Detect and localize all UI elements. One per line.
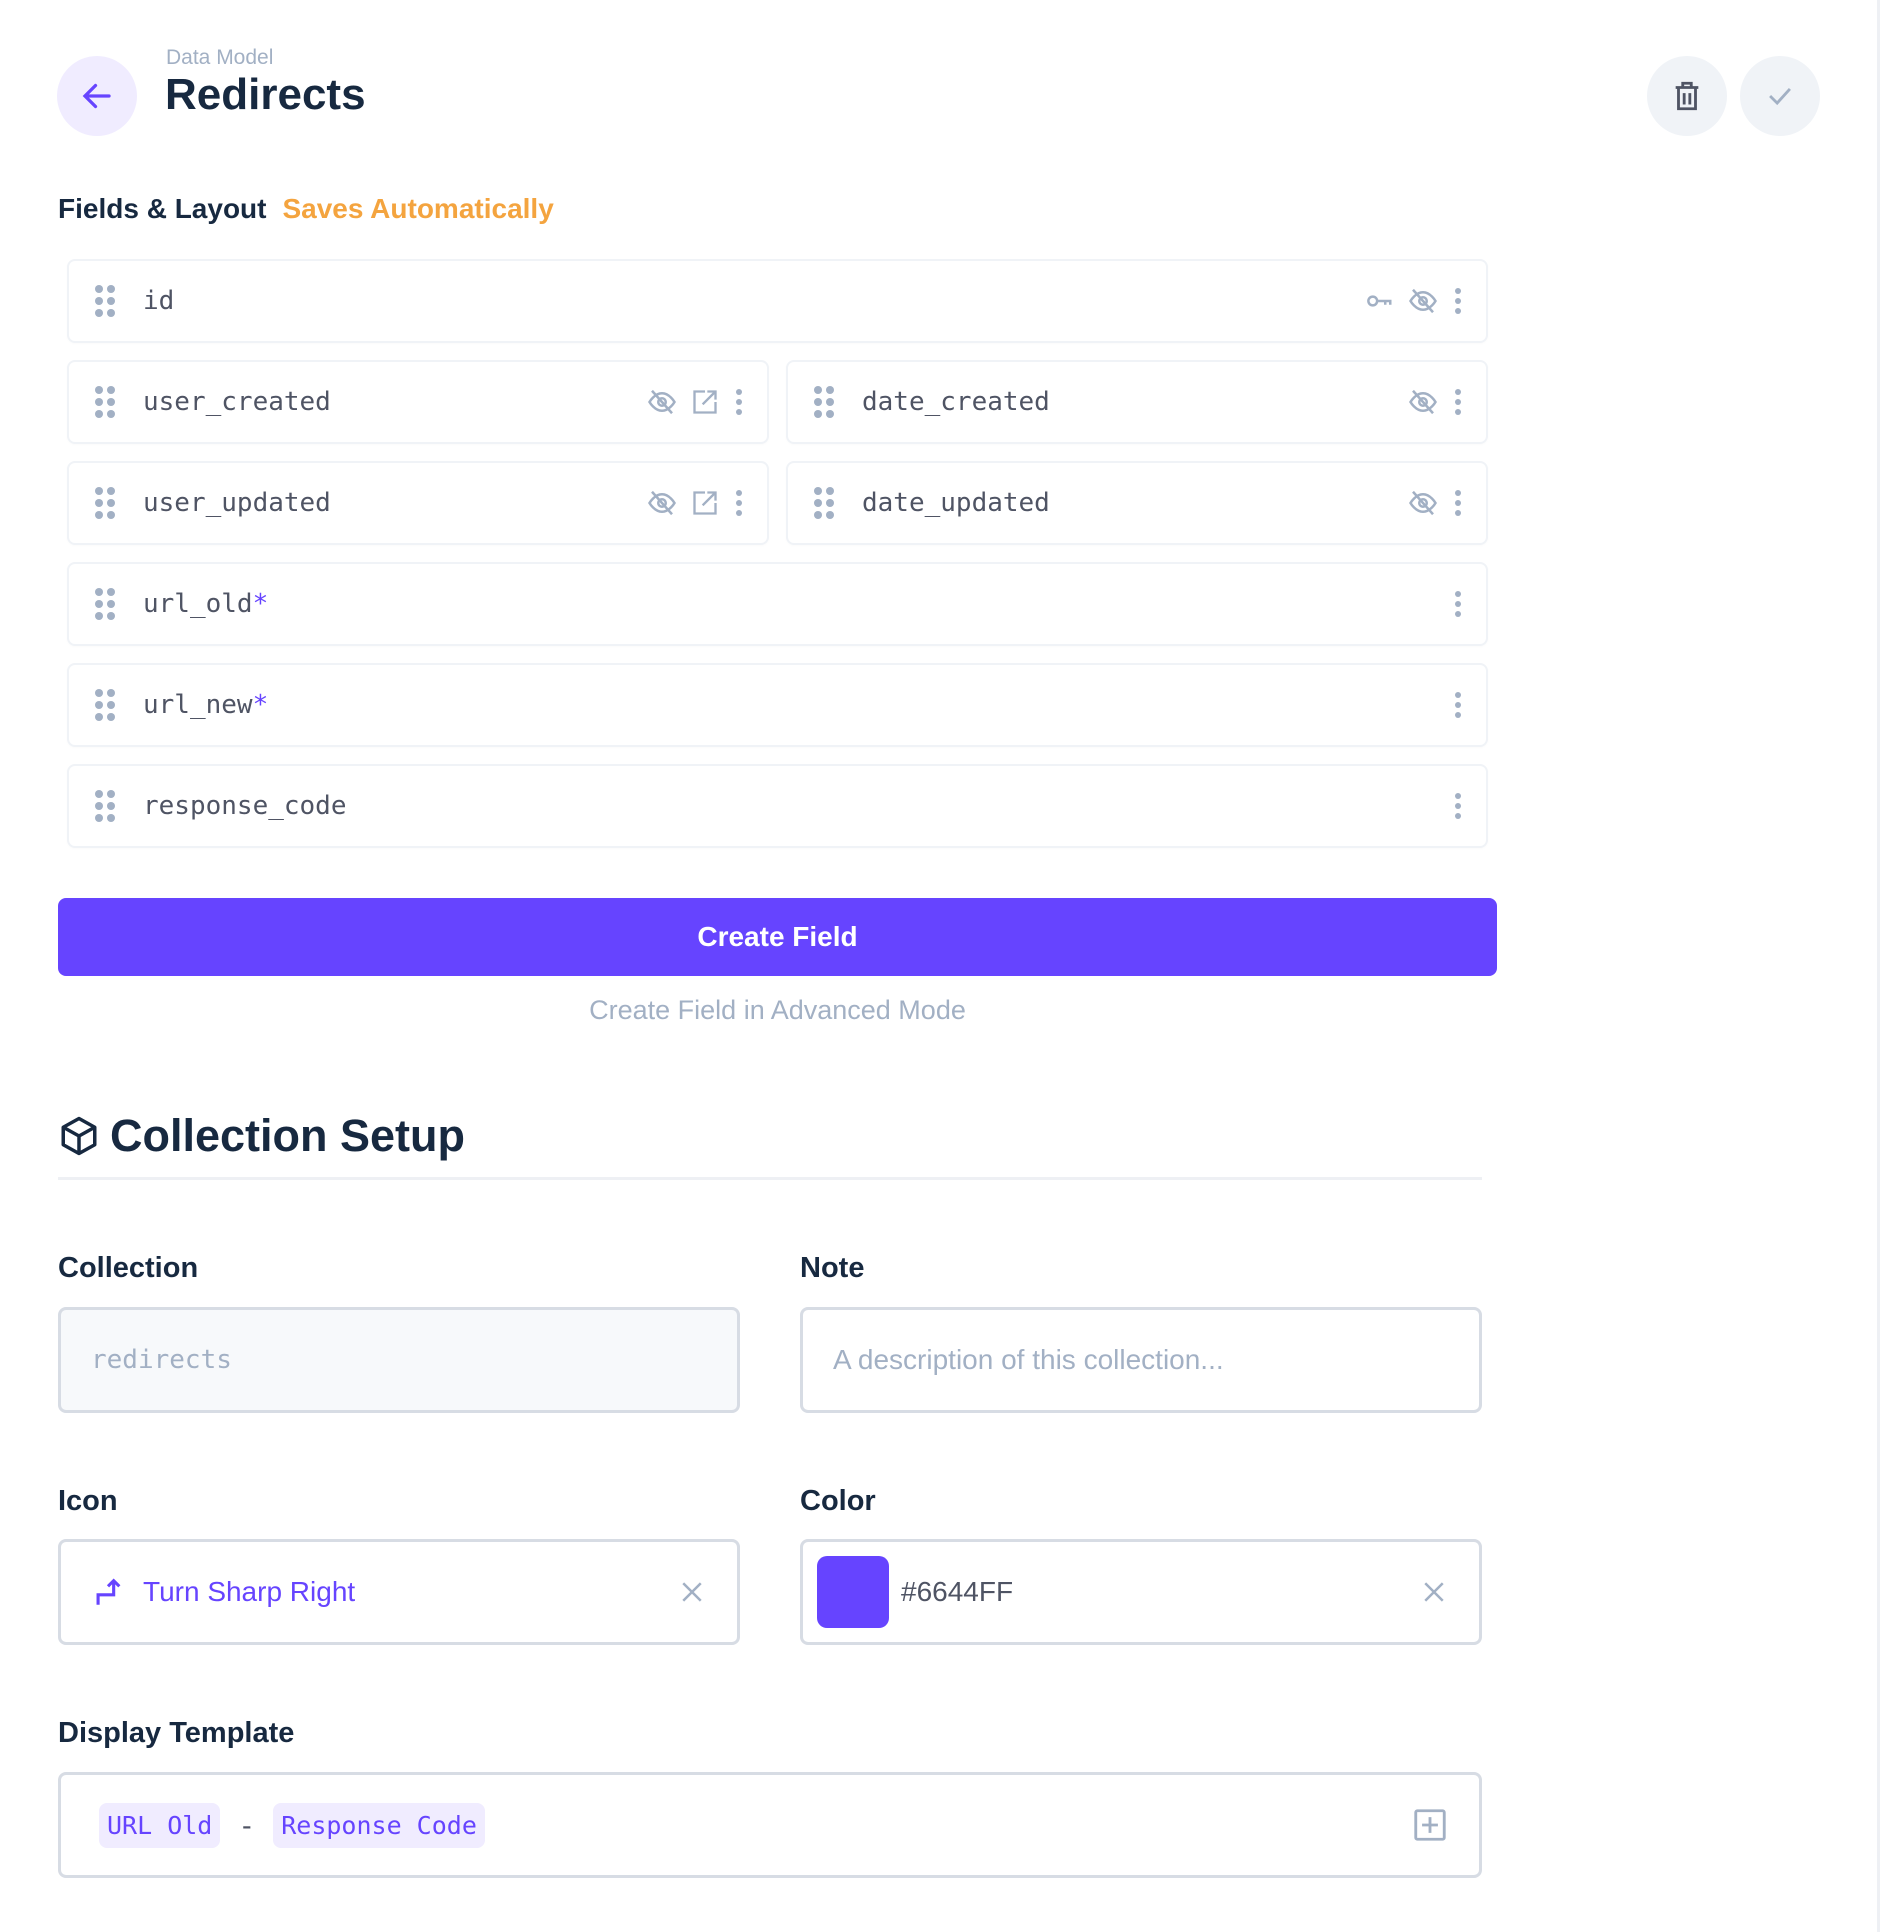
icon-label: Icon <box>58 1485 118 1517</box>
divider <box>58 1177 1482 1180</box>
eye-off-icon[interactable] <box>1408 488 1438 518</box>
breadcrumb[interactable]: Data Model <box>166 46 274 69</box>
more-vertical-icon[interactable] <box>733 387 745 417</box>
eye-off-icon[interactable] <box>1408 387 1438 417</box>
page-title: Redirects <box>165 70 366 119</box>
trash-icon <box>1675 81 1699 111</box>
section-title: Fields & Layout <box>58 193 267 224</box>
more-vertical-icon[interactable] <box>1452 387 1464 417</box>
scrollbar-edge <box>1877 0 1880 1932</box>
field-row-url_old[interactable]: url_old* <box>67 562 1488 646</box>
field-row-date_updated[interactable]: date_updated <box>786 461 1488 545</box>
field-name: date_created <box>862 387 1050 417</box>
fields-section-header: Fields & Layout Saves Automatically <box>58 193 554 225</box>
field-row-user_updated[interactable]: user_updated <box>67 461 769 545</box>
turn-sharp-right-icon <box>96 1578 121 1605</box>
template-chip[interactable]: Response Code <box>273 1802 485 1848</box>
cube-icon <box>61 1116 97 1156</box>
more-vertical-icon[interactable] <box>1452 690 1464 720</box>
drag-handle-icon[interactable] <box>95 588 115 620</box>
color-label: Color <box>800 1485 876 1517</box>
drag-handle-icon[interactable] <box>95 689 115 721</box>
field-row-date_created[interactable]: date_created <box>786 360 1488 444</box>
drag-handle-icon[interactable] <box>95 487 115 519</box>
drag-handle-icon[interactable] <box>95 790 115 822</box>
create-field-advanced-link[interactable]: Create Field in Advanced Mode <box>589 995 966 1025</box>
close-icon[interactable] <box>677 1577 707 1607</box>
eye-off-icon[interactable] <box>1408 286 1438 316</box>
drag-handle-icon[interactable] <box>814 386 834 418</box>
field-row-id[interactable]: id <box>67 259 1488 343</box>
color-swatch[interactable] <box>817 1556 889 1628</box>
field-name: id <box>143 286 175 316</box>
back-button[interactable] <box>57 56 137 136</box>
eye-off-icon[interactable] <box>647 488 677 518</box>
add-field-icon[interactable] <box>1411 1806 1449 1844</box>
more-vertical-icon[interactable] <box>733 488 745 518</box>
field-row-user_created[interactable]: user_created <box>67 360 769 444</box>
more-vertical-icon[interactable] <box>1452 286 1464 316</box>
field-name: user_created <box>143 387 331 417</box>
template-chip[interactable]: URL Old <box>99 1802 221 1848</box>
open-in-new-icon[interactable] <box>691 388 719 416</box>
note-input[interactable]: A description of this collection... <box>800 1307 1482 1413</box>
field-name: url_old* <box>143 589 269 619</box>
field-name: user_updated <box>143 488 331 518</box>
field-name: date_updated <box>862 488 1050 518</box>
display-template-label: Display Template <box>58 1717 295 1749</box>
drag-handle-icon[interactable] <box>95 285 115 317</box>
icon-select[interactable]: Turn Sharp Right <box>58 1539 740 1645</box>
open-in-new-icon[interactable] <box>691 489 719 517</box>
field-name: url_new* <box>143 690 269 720</box>
more-vertical-icon[interactable] <box>1452 488 1464 518</box>
save-button[interactable] <box>1740 56 1820 136</box>
drag-handle-icon[interactable] <box>95 386 115 418</box>
more-vertical-icon[interactable] <box>1452 791 1464 821</box>
color-input[interactable]: #6644FF <box>800 1539 1482 1645</box>
field-row-url_new[interactable]: url_new* <box>67 663 1488 747</box>
arrow-left-icon <box>82 83 111 109</box>
collection-label: Collection <box>58 1252 199 1284</box>
note-label: Note <box>800 1252 865 1284</box>
color-value: #6644FF <box>901 1576 1014 1607</box>
more-vertical-icon[interactable] <box>1452 589 1464 619</box>
icon-value: Turn Sharp Right <box>143 1576 356 1607</box>
delete-button[interactable] <box>1647 56 1727 136</box>
field-row-response_code[interactable]: response_code <box>67 764 1488 848</box>
required-marker: * <box>252 589 269 619</box>
collection-setup-heading: Collection Setup <box>58 1110 465 1162</box>
drag-handle-icon[interactable] <box>814 487 834 519</box>
create-field-button[interactable]: Create Field <box>58 898 1497 976</box>
display-template-input[interactable]: URL Old - Response Code <box>58 1772 1482 1878</box>
close-icon[interactable] <box>1419 1577 1449 1607</box>
autosave-status: Saves Automatically <box>282 193 554 224</box>
check-icon <box>1769 87 1791 106</box>
field-name: response_code <box>143 791 347 821</box>
template-separator: - <box>238 1808 256 1842</box>
collection-input[interactable]: redirects <box>58 1307 740 1413</box>
eye-off-icon[interactable] <box>647 387 677 417</box>
required-marker: * <box>252 690 269 720</box>
key-icon[interactable] <box>1364 286 1394 316</box>
